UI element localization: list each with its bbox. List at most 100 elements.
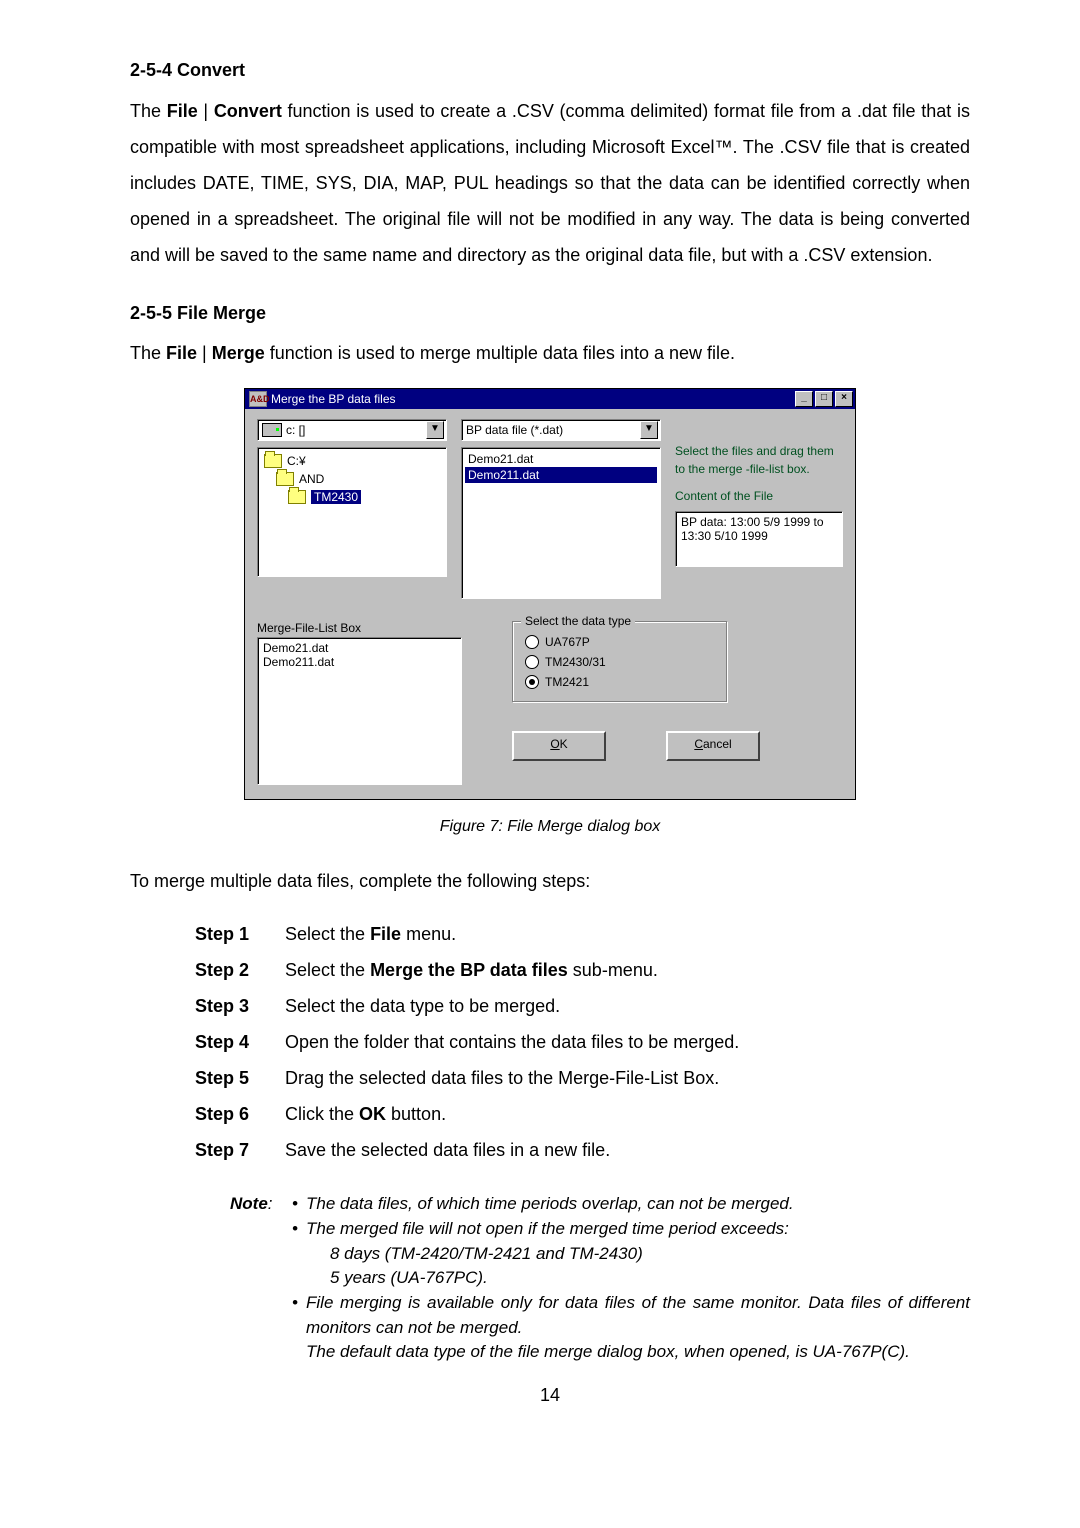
note-line: The merged file will not open if the mer… [306, 1217, 789, 1242]
paragraph-convert: The File | Convert function is used to c… [130, 93, 970, 273]
note-block: Note: • The data files, of which time pe… [230, 1192, 970, 1364]
drive-icon [262, 423, 282, 437]
note-colon: : [268, 1194, 273, 1213]
content-of-file-box: BP data: 13:00 5/9 1999 to 13:30 5/10 19… [675, 511, 843, 567]
tree-node[interactable]: AND [299, 472, 324, 486]
radio-icon [525, 655, 539, 669]
merge-list-label: Merge-File-List Box [257, 621, 462, 635]
steps-list: Step 1Select the File menu. Step 2Select… [195, 916, 970, 1168]
drive-combo[interactable]: c: [] ▼ [257, 419, 447, 441]
titlebar[interactable]: A&D Merge the BP data files _ □ × [245, 389, 855, 409]
t: Merge the BP data files [370, 960, 568, 980]
ok-underline: O [550, 737, 559, 751]
note-line: The data files, of which time periods ov… [306, 1192, 794, 1217]
txt: | [197, 343, 212, 363]
txt: function is used to merge multiple data … [265, 343, 735, 363]
cancel-underline: C [694, 737, 703, 751]
list-item-selected[interactable]: Demo211.dat [465, 467, 657, 483]
bullet-icon: • [292, 1291, 306, 1340]
step-label: Step 4 [195, 1024, 285, 1060]
group-legend: Select the data type [521, 614, 635, 628]
txt: The [130, 343, 166, 363]
step-text: Open the folder that contains the data f… [285, 1024, 739, 1060]
radio-label: TM2430/31 [545, 655, 606, 669]
t: Save the selected data files in a new fi… [285, 1140, 610, 1160]
t: Open the folder that contains the data f… [285, 1032, 739, 1052]
cancel-rest: ancel [703, 737, 732, 751]
merge-dialog: A&D Merge the BP data files _ □ × c: [] … [244, 388, 856, 800]
step-text: Select the File menu. [285, 916, 456, 952]
step-label: Step 2 [195, 952, 285, 988]
hint-text: Select the files and drag them to the me… [675, 443, 843, 478]
radio-icon [525, 635, 539, 649]
t: sub-menu. [568, 960, 658, 980]
ok-rest: K [560, 737, 568, 751]
ok-button[interactable]: OK [512, 731, 606, 761]
figure-caption: Figure 7: File Merge dialog box [130, 818, 970, 836]
txt-bold-convert: Convert [214, 101, 282, 121]
txt-bold-file: File [167, 101, 198, 121]
step-label: Step 3 [195, 988, 285, 1024]
page-number: 14 [130, 1385, 970, 1406]
close-button[interactable]: × [835, 391, 853, 407]
maximize-button[interactable]: □ [815, 391, 833, 407]
t: Drag the selected data files to the Merg… [285, 1068, 719, 1088]
t: Select the [285, 960, 370, 980]
hint-text: Content of the File [675, 488, 843, 505]
step-text: Click the OK button. [285, 1096, 446, 1132]
app-icon: A&D [249, 391, 267, 407]
step-label: Step 7 [195, 1132, 285, 1168]
txt-bold-file: File [166, 343, 197, 363]
folder-icon [276, 472, 294, 486]
note-label: Note [230, 1194, 268, 1213]
bullet-icon: • [292, 1192, 306, 1217]
list-item[interactable]: Demo211.dat [263, 655, 456, 669]
note-line: File merging is available only for data … [306, 1291, 970, 1340]
tree-node-selected[interactable]: TM2430 [311, 490, 361, 504]
step-text: Drag the selected data files to the Merg… [285, 1060, 719, 1096]
note-line: The default data type of the file merge … [306, 1340, 910, 1365]
after-caption-text: To merge multiple data files, complete t… [130, 864, 970, 898]
heading-merge: 2-5-5 File Merge [130, 303, 970, 324]
step-text: Select the data type to be merged. [285, 988, 560, 1024]
list-item[interactable]: Demo21.dat [465, 451, 657, 467]
cancel-button[interactable]: Cancel [666, 731, 760, 761]
txt: | [198, 101, 214, 121]
radio-tm2430[interactable]: TM2430/31 [525, 652, 715, 672]
filetype-combo[interactable]: BP data file (*.dat) ▼ [461, 419, 661, 441]
note-subline: 5 years (UA-767PC). [330, 1266, 970, 1291]
step-text: Save the selected data files in a new fi… [285, 1132, 610, 1168]
radio-tm2421[interactable]: TM2421 [525, 672, 715, 692]
txt-bold-merge: Merge [212, 343, 265, 363]
step-label: Step 5 [195, 1060, 285, 1096]
chevron-down-icon[interactable]: ▼ [640, 421, 658, 439]
list-item[interactable]: Demo21.dat [263, 641, 456, 655]
t: Select the data type to be merged. [285, 996, 560, 1016]
radio-ua767p[interactable]: UA767P [525, 632, 715, 652]
filetype-combo-text: BP data file (*.dat) [466, 423, 563, 437]
radio-label: TM2421 [545, 675, 589, 689]
paragraph-merge-intro: The File | Merge function is used to mer… [130, 336, 970, 370]
data-type-group: Select the data type UA767P TM2430/31 TM… [512, 621, 728, 703]
tree-root[interactable]: C:¥ [287, 454, 306, 468]
t: Select the [285, 924, 370, 944]
note-subline: 8 days (TM-2420/TM-2421 and TM-2430) [330, 1242, 970, 1267]
merge-file-list[interactable]: Demo21.dat Demo211.dat [257, 637, 462, 785]
radio-icon [525, 675, 539, 689]
txt: The [130, 101, 167, 121]
file-list[interactable]: Demo21.dat Demo211.dat [461, 447, 661, 599]
txt: function is used to create a .CSV (comma… [130, 101, 970, 265]
chevron-down-icon[interactable]: ▼ [426, 421, 444, 439]
radio-label: UA767P [545, 635, 590, 649]
folder-icon [264, 454, 282, 468]
minimize-button[interactable]: _ [795, 391, 813, 407]
t: OK [359, 1104, 386, 1124]
folder-tree[interactable]: C:¥ AND TM2430 [257, 447, 447, 577]
t: button. [386, 1104, 446, 1124]
drive-combo-text: c: [] [286, 423, 305, 437]
step-label: Step 1 [195, 916, 285, 952]
t: Click the [285, 1104, 359, 1124]
step-label: Step 6 [195, 1096, 285, 1132]
bullet-icon: • [292, 1217, 306, 1242]
heading-convert: 2-5-4 Convert [130, 60, 970, 81]
